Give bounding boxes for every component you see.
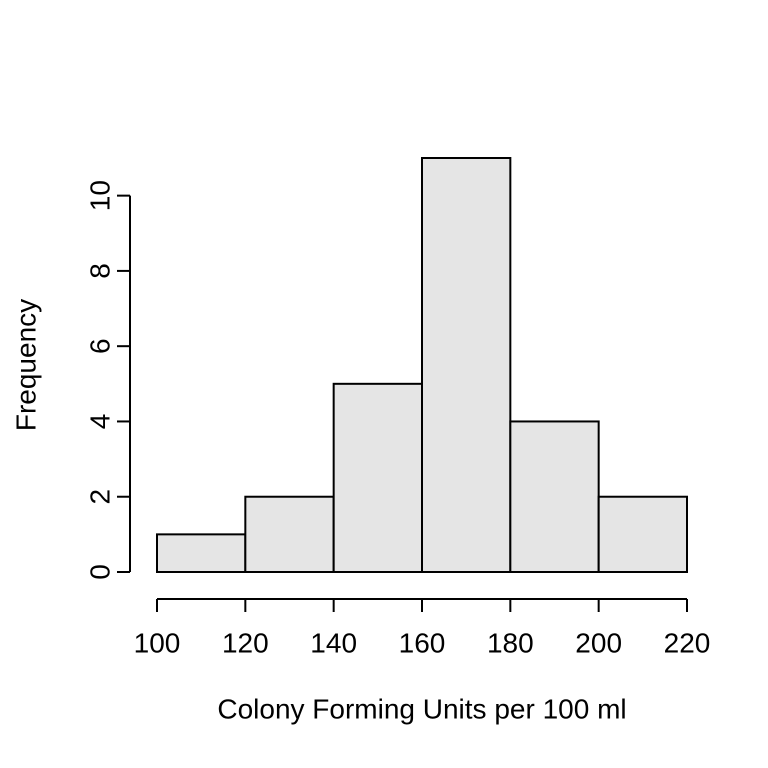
- x-tick-label-140: 140: [310, 628, 357, 659]
- y-tick-label-10: 10: [85, 180, 116, 211]
- x-tick-label-100: 100: [134, 628, 181, 659]
- bar-160-180: [421, 157, 512, 573]
- bar-120-140: [244, 495, 335, 573]
- bar-180-200: [509, 420, 600, 574]
- x-tick-label-180: 180: [487, 628, 534, 659]
- bars-group: [156, 157, 689, 574]
- bar-140-160: [332, 382, 423, 573]
- y-tick-label-6: 6: [85, 338, 116, 354]
- y-tick-label-0: 0: [85, 564, 116, 580]
- y-axis-ticks: 0 2 4 6 8 10: [85, 180, 130, 580]
- x-tick-label-220: 220: [664, 628, 711, 659]
- bar-100-120: [156, 533, 247, 574]
- y-tick-label-2: 2: [85, 489, 116, 505]
- y-axis-title: Frequency: [11, 299, 42, 431]
- x-tick-label-200: 200: [575, 628, 622, 659]
- x-axis-ticks: 100 120 140 160 180 200 220: [134, 599, 711, 659]
- y-tick-label-8: 8: [85, 263, 116, 279]
- x-axis-title: Colony Forming Units per 100 ml: [217, 694, 626, 725]
- y-tick-label-4: 4: [85, 414, 116, 430]
- x-tick-label-160: 160: [399, 628, 446, 659]
- bar-200-220: [597, 495, 689, 573]
- x-tick-label-120: 120: [222, 628, 269, 659]
